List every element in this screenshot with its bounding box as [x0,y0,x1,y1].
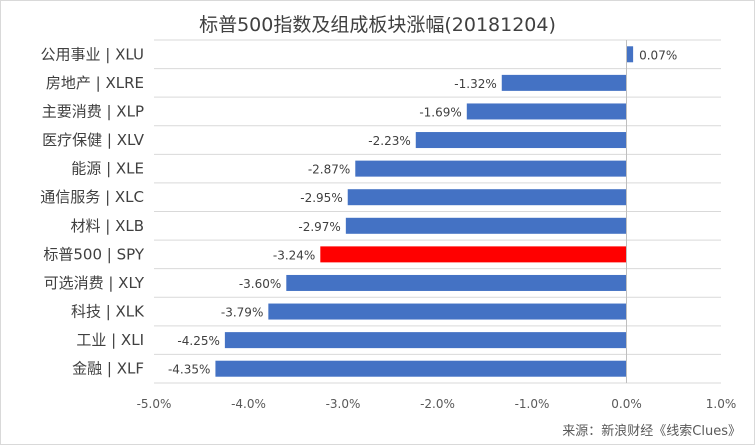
x-tick-label: 0.0% [611,397,642,411]
bar [215,360,627,377]
category-label: 可选消费 | XLY [44,274,145,292]
data-label: -3.24% [273,248,315,262]
x-tick-label: -3.0% [326,397,361,411]
data-label: -3.60% [239,277,281,291]
category-label: 科技 | XLK [71,303,145,321]
category-label: 主要消费 | XLP [42,102,144,120]
bar [268,303,627,320]
category-label: 标普500 | SPY [43,245,144,263]
category-label: 金融 | XLF [72,360,144,378]
x-tick-label: 1.0% [706,397,737,411]
x-tick-label: -1.0% [515,397,550,411]
bar [466,103,627,120]
data-label: -1.32% [454,77,496,91]
data-label: 0.07% [639,48,677,62]
bar [355,160,627,177]
x-tick-label: -2.0% [420,397,455,411]
bar [501,74,627,91]
category-label: 公用事业 | XLU [41,45,144,63]
data-label: -2.95% [300,191,342,205]
category-label: 能源 | XLE [71,160,144,178]
chart-title: 标普500指数及组成板块涨幅(20181204) [199,14,556,36]
category-label: 房地产 | XLRE [46,74,144,92]
category-label: 通信服务 | XLC [40,188,144,206]
category-label: 材料 | XLB [70,217,144,235]
bar [415,132,627,149]
bar [347,189,627,206]
data-label: -2.87% [308,163,350,177]
data-label: -1.69% [419,105,461,119]
category-label: 工业 | XLI [76,331,144,349]
data-label: -2.97% [298,220,340,234]
data-label: -3.79% [221,306,263,320]
data-label: -4.35% [168,363,210,377]
bar [320,246,627,263]
bar [224,332,627,349]
bar [345,217,627,234]
bar [626,46,634,63]
x-tick-label: -4.0% [231,397,266,411]
x-tick-label: -5.0% [137,397,172,411]
data-label: -4.25% [177,334,219,348]
data-label: -2.23% [368,134,410,148]
source-note: 来源：新浪财经《线索Clues》 [562,424,741,439]
bar [286,274,627,291]
category-label: 医疗保健 | XLV [42,131,145,149]
